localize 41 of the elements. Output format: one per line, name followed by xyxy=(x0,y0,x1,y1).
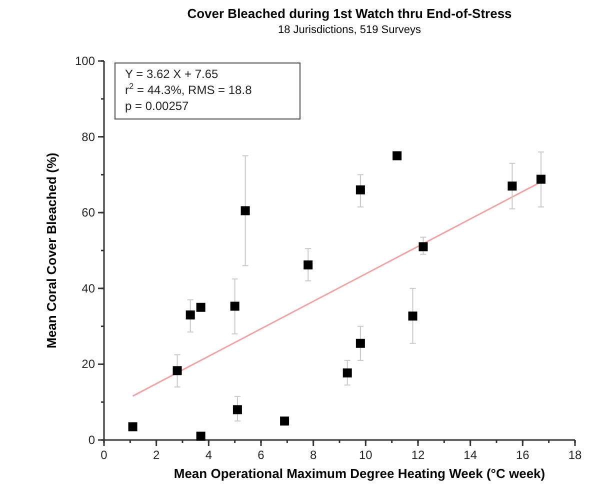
x-tick-label: 18 xyxy=(568,448,582,462)
y-tick-label: 40 xyxy=(82,281,96,296)
point xyxy=(240,206,250,216)
point xyxy=(304,260,313,270)
point xyxy=(280,416,290,426)
point xyxy=(508,182,517,191)
y-tick-label: 100 xyxy=(74,54,96,68)
point xyxy=(172,366,182,376)
y-tick-label: 20 xyxy=(82,357,96,372)
x-tick-label: 0 xyxy=(100,448,108,462)
point xyxy=(356,338,365,348)
x-tick-label: 6 xyxy=(258,448,265,462)
point xyxy=(230,302,240,311)
x-tick-label: 12 xyxy=(411,448,425,462)
y-tick-label: 80 xyxy=(82,130,96,144)
point xyxy=(408,312,418,321)
point xyxy=(128,422,138,432)
x-axis-title: Mean Operational Maximum Degree Heating Week (°C week) xyxy=(174,466,546,481)
point xyxy=(418,242,428,252)
annotation: Y = 3.62 X + 7.65 xyxy=(125,67,219,81)
x-tick-label: 4 xyxy=(205,448,212,462)
annotation: r$^{2}$ = 44.3%, RMS = 18.8 xyxy=(125,81,252,97)
chart-subtitle: 18 Jurisdictions, 519 Surveys xyxy=(278,24,422,36)
annotation: p = 0.00257 xyxy=(125,99,190,113)
point xyxy=(392,151,402,160)
y-axis-title: Mean Coral Cover Bleached (%) xyxy=(44,152,59,348)
point xyxy=(356,185,365,194)
point xyxy=(196,302,206,312)
point xyxy=(536,174,546,184)
x-tick-label: 16 xyxy=(516,448,530,462)
x-tick-label: 14 xyxy=(464,448,478,462)
point xyxy=(186,310,195,320)
y-tick-label: 0 xyxy=(88,433,96,447)
x-tick-label: 8 xyxy=(310,448,317,462)
point xyxy=(342,368,352,378)
chart-title: Cover Bleached during 1st Watch thru End-of-Stress xyxy=(187,6,512,21)
point xyxy=(196,432,206,441)
point xyxy=(232,405,242,414)
x-tick-label: 10 xyxy=(358,448,373,462)
y-tick-label: 60 xyxy=(82,206,96,220)
x-tick-label: 2 xyxy=(152,448,160,462)
